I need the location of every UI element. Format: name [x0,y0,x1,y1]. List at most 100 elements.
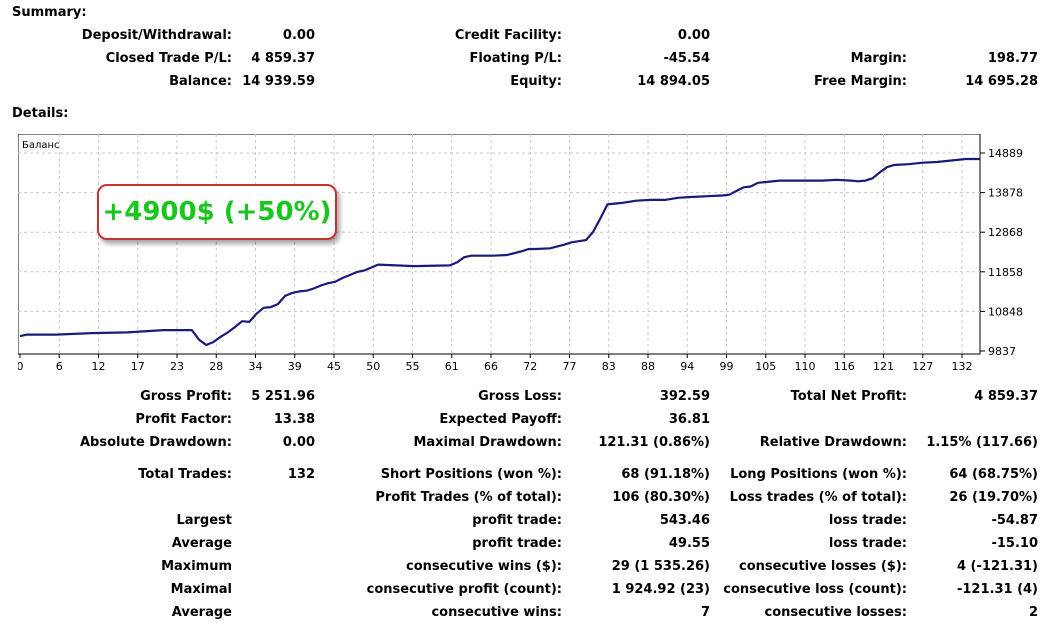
deposit-label: Deposit/Withdrawal: [81,28,232,43]
stat-value: 13.38 [273,412,315,427]
margin-label: Margin: [850,51,907,66]
stat-value: -15.10 [991,536,1038,551]
x-tick-label: 94 [680,360,694,373]
balance-label: Balance: [169,74,232,89]
stat-value: 0.00 [282,435,315,450]
stat-value: 121.31 (0.86%) [598,435,710,450]
x-tick-label: 88 [641,360,655,373]
equity-value: 14 894.05 [637,74,710,89]
x-tick-label: 6 [56,360,63,373]
stat-label: Maximal [170,582,232,597]
stat-value: 1.15% (117.66) [926,435,1038,450]
stat-label: Absolute Drawdown: [80,435,232,450]
stat-label: consecutive profit (count): [366,582,562,597]
y-tick-label: 14889 [988,147,1023,160]
x-tick-label: 72 [523,360,537,373]
stat-value: 68 (91.18%) [621,467,710,482]
x-tick-label: 45 [327,360,341,373]
x-tick-label: 12 [92,360,106,373]
stat-value: 5 251.96 [251,389,315,404]
deposit-value: 0.00 [282,28,315,43]
stat-label: profit trade: [472,536,562,551]
stat-label: Average [171,536,232,551]
x-tick-label: 99 [720,360,734,373]
stat-label: Profit Trades (% of total): [375,490,562,505]
x-tick-label: 34 [249,360,263,373]
credit-value: 0.00 [677,28,710,43]
stat-label: loss trade: [828,513,907,528]
x-tick-label: 77 [563,360,577,373]
stat-label: profit trade: [472,513,562,528]
stat-label: consecutive losses ($): [739,559,907,574]
stat-label: consecutive losses: [764,605,907,620]
free-margin-value: 14 695.28 [965,74,1038,89]
stat-label: Largest [176,513,232,528]
stat-label: Loss trades (% of total): [729,490,907,505]
stat-label: consecutive loss (count): [723,582,907,597]
stat-value: -121.31 (4) [956,582,1038,597]
margin-value: 198.77 [987,51,1038,66]
stat-value: -54.87 [991,513,1038,528]
stat-label: Relative Drawdown: [759,435,907,450]
x-tick-label: 28 [209,360,223,373]
floating-pl-label: Floating P/L: [469,51,562,66]
stat-value: 49.55 [668,536,710,551]
stat-label: Average [171,605,232,620]
stat-value: 26 (19.70%) [949,490,1038,505]
x-tick-label: 61 [445,360,459,373]
summary-title: Summary: [12,5,87,20]
stat-value: 106 (80.30%) [612,490,710,505]
stat-value: 2 [1028,605,1038,620]
credit-label: Credit Facility: [454,28,562,43]
stat-label: Long Positions (won %): [730,467,907,482]
stat-value: 132 [287,467,315,482]
y-tick-label: 11858 [988,266,1023,279]
x-tick-label: 110 [795,360,816,373]
stat-value: 4 (-121.31) [956,559,1038,574]
free-margin-label: Free Margin: [814,74,907,89]
x-tick-label: 55 [406,360,420,373]
balance-line [19,157,980,347]
x-tick-label: 17 [131,360,145,373]
stat-label: Maximum [161,559,232,574]
x-tick-label: 105 [755,360,776,373]
x-tick-label: 127 [912,360,933,373]
chart-frame [18,134,981,355]
stat-label: Profit Factor: [135,412,232,427]
x-tick-label: 132 [952,360,973,373]
y-tick-label: 9837 [988,345,1016,358]
stat-value: 29 (1 535.26) [611,559,710,574]
stat-label: Gross Profit: [140,389,232,404]
balance-chart: 0 6 12 17 23 28 34 39 45 50 55 61 66 72 77 83 88 94 99 105 1… [18,134,1023,373]
stat-label: Maximal Drawdown: [413,435,562,450]
x-tick-label: 121 [873,360,894,373]
details-title: Details: [12,106,69,121]
stat-label: Total Net Profit: [790,389,907,404]
stat-label: consecutive wins: [431,605,562,620]
floating-pl-value: -45.54 [663,51,710,66]
stat-label: Expected Payoff: [439,412,562,427]
y-tick-label: 10848 [988,305,1023,318]
stat-label: Gross Loss: [478,389,562,404]
equity-label: Equity: [510,74,562,89]
closed-pl-label: Closed Trade P/L: [105,51,232,66]
stat-value: 36.81 [668,412,710,427]
x-tick-label: 39 [288,360,302,373]
stat-label: Total Trades: [138,467,232,482]
stat-value: 4 859.37 [974,389,1038,404]
x-tick-label: 116 [834,360,855,373]
stat-value: 7 [700,605,710,620]
stat-label: consecutive wins ($): [405,559,562,574]
stat-label: Short Positions (won %): [380,467,562,482]
profit-callout: +4900$ (+50%) [97,184,337,240]
x-tick-label: 50 [366,360,380,373]
x-tick-label: 23 [170,360,184,373]
chart-title: Баланс [22,140,60,151]
x-tick-label: 66 [484,360,498,373]
x-tick-label: 0 [18,360,24,373]
y-tick-label: 12868 [988,226,1023,239]
y-tick-label: 13878 [988,187,1023,200]
x-tick-label: 83 [602,360,616,373]
stat-value: 1 924.92 (23) [611,582,710,597]
stat-value: 64 (68.75%) [949,467,1038,482]
